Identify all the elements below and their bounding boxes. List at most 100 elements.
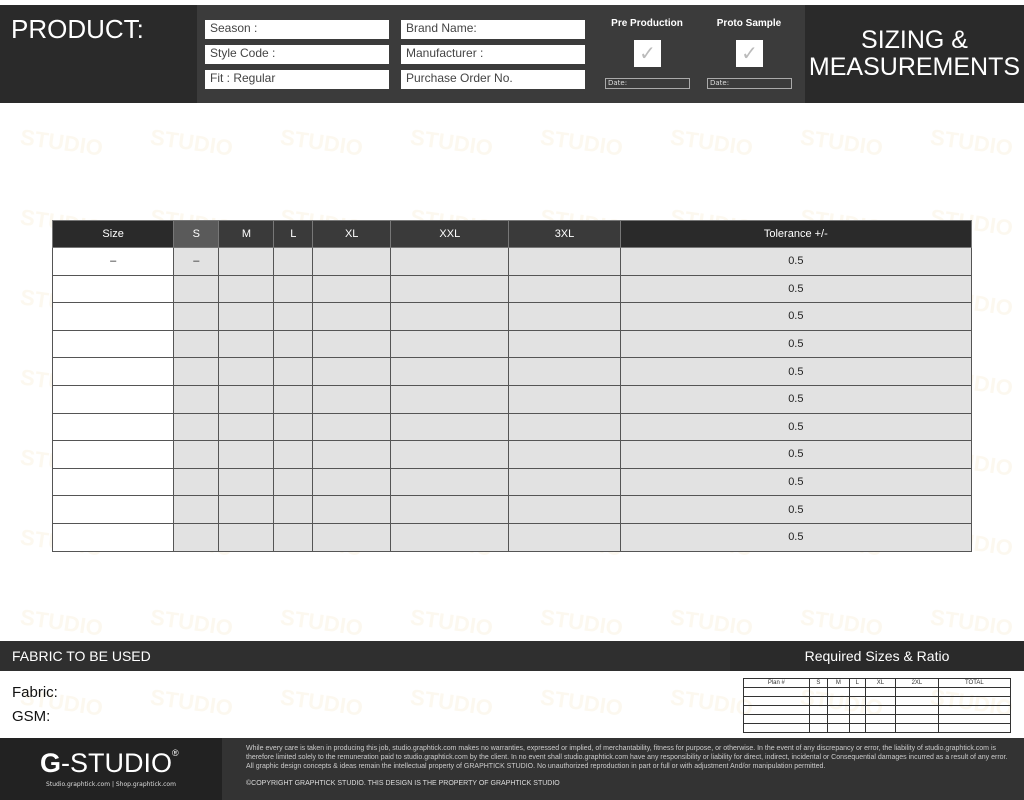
ratio-cell[interactable] (937, 705, 1012, 715)
tolerance-cell[interactable]: 0.5 (619, 274, 973, 304)
measurement-cell[interactable] (173, 274, 220, 304)
measurement-cell[interactable] (218, 440, 275, 469)
ratio-cell[interactable] (848, 723, 866, 733)
measurement-cell[interactable] (173, 522, 220, 552)
measurement-cell[interactable] (218, 329, 275, 359)
measurement-cell[interactable] (173, 495, 220, 524)
ratio-cell[interactable] (864, 687, 897, 697)
ratio-cell[interactable] (848, 696, 866, 706)
tolerance-cell[interactable]: 0.5 (619, 302, 973, 331)
measurement-cell[interactable] (390, 384, 510, 414)
ratio-cell[interactable] (937, 696, 1012, 706)
measurement-cell[interactable] (390, 467, 510, 497)
ratio-cell[interactable] (895, 723, 939, 733)
ratio-cell[interactable] (848, 705, 866, 715)
proto-sample-date-field[interactable]: Date: (707, 78, 792, 89)
measurement-cell[interactable] (51, 495, 175, 524)
measurement-cell[interactable] (312, 412, 392, 442)
measurement-cell[interactable] (508, 274, 621, 304)
ratio-cell[interactable] (895, 687, 939, 697)
measurement-cell[interactable] (508, 522, 621, 552)
measurement-cell[interactable] (273, 357, 314, 386)
ratio-cell[interactable] (826, 696, 850, 706)
measurement-cell[interactable] (312, 247, 392, 276)
measurement-cell[interactable] (273, 495, 314, 524)
tolerance-cell[interactable]: 0.5 (619, 495, 973, 524)
measurement-cell[interactable] (173, 384, 220, 414)
measurement-cell[interactable] (508, 357, 621, 386)
fit-field[interactable]: Fit : Regular (205, 70, 389, 89)
measurement-cell[interactable] (51, 329, 175, 359)
pre-production-checkbox[interactable]: ✓ (634, 40, 661, 67)
measurement-cell[interactable]: – (51, 247, 175, 276)
measurement-cell[interactable] (51, 384, 175, 414)
measurement-cell[interactable] (173, 412, 220, 442)
measurement-cell[interactable] (173, 302, 220, 331)
measurement-cell[interactable] (218, 302, 275, 331)
measurement-cell[interactable] (273, 522, 314, 552)
measurement-cell[interactable] (218, 357, 275, 386)
tolerance-cell[interactable]: 0.5 (619, 522, 973, 552)
measurement-cell[interactable] (51, 302, 175, 331)
ratio-cell[interactable] (826, 714, 850, 724)
ratio-cell[interactable] (743, 723, 810, 733)
measurement-cell[interactable] (390, 357, 510, 386)
ratio-cell[interactable] (848, 714, 866, 724)
style-code-field[interactable]: Style Code : (205, 45, 389, 64)
measurement-cell[interactable] (51, 357, 175, 386)
measurement-cell[interactable] (312, 329, 392, 359)
measurement-cell[interactable] (390, 274, 510, 304)
ratio-cell[interactable] (743, 696, 810, 706)
measurement-cell[interactable] (51, 412, 175, 442)
measurement-cell[interactable] (508, 329, 621, 359)
measurement-cell[interactable] (312, 467, 392, 497)
measurement-cell[interactable] (508, 412, 621, 442)
measurement-cell[interactable] (390, 329, 510, 359)
measurement-cell[interactable] (273, 467, 314, 497)
ratio-cell[interactable] (937, 723, 1012, 733)
ratio-cell[interactable] (808, 687, 828, 697)
measurement-cell[interactable] (390, 495, 510, 524)
proto-sample-checkbox[interactable]: ✓ (736, 40, 763, 67)
tolerance-cell[interactable]: 0.5 (619, 440, 973, 469)
ratio-cell[interactable] (864, 705, 897, 715)
brand-name-field[interactable]: Brand Name: (401, 20, 585, 39)
manufacturer-field[interactable]: Manufacturer : (401, 45, 585, 64)
measurement-cell[interactable] (390, 412, 510, 442)
measurement-cell[interactable] (218, 467, 275, 497)
ratio-cell[interactable] (826, 687, 850, 697)
measurement-cell[interactable] (312, 357, 392, 386)
tolerance-cell[interactable]: 0.5 (619, 329, 973, 359)
measurement-cell[interactable] (273, 302, 314, 331)
pre-production-date-field[interactable]: Date: (605, 78, 690, 89)
ratio-cell[interactable] (895, 696, 939, 706)
ratio-cell[interactable] (826, 705, 850, 715)
measurement-cell[interactable] (508, 247, 621, 276)
measurement-cell[interactable] (312, 274, 392, 304)
measurement-cell[interactable] (273, 384, 314, 414)
measurement-cell[interactable] (390, 440, 510, 469)
measurement-cell[interactable] (173, 467, 220, 497)
measurement-cell[interactable] (218, 247, 275, 276)
measurement-cell[interactable] (312, 302, 392, 331)
footer-links[interactable]: Studio.graphtick.com | Shop.graphtick.co… (46, 781, 176, 788)
ratio-cell[interactable] (864, 723, 897, 733)
measurement-cell[interactable] (508, 467, 621, 497)
measurement-cell[interactable] (390, 302, 510, 331)
ratio-cell[interactable] (937, 687, 1012, 697)
ratio-cell[interactable] (864, 714, 897, 724)
tolerance-cell[interactable]: 0.5 (619, 384, 973, 414)
ratio-cell[interactable] (808, 714, 828, 724)
measurement-cell[interactable] (312, 384, 392, 414)
measurement-cell[interactable] (51, 440, 175, 469)
measurement-cell[interactable] (51, 467, 175, 497)
measurement-cell[interactable] (218, 495, 275, 524)
ratio-cell[interactable] (743, 705, 810, 715)
measurement-cell[interactable] (173, 357, 220, 386)
tolerance-cell[interactable]: 0.5 (619, 357, 973, 386)
ratio-cell[interactable] (808, 696, 828, 706)
measurement-cell[interactable] (273, 412, 314, 442)
measurement-cell[interactable] (51, 522, 175, 552)
ratio-cell[interactable] (743, 714, 810, 724)
ratio-cell[interactable] (743, 687, 810, 697)
